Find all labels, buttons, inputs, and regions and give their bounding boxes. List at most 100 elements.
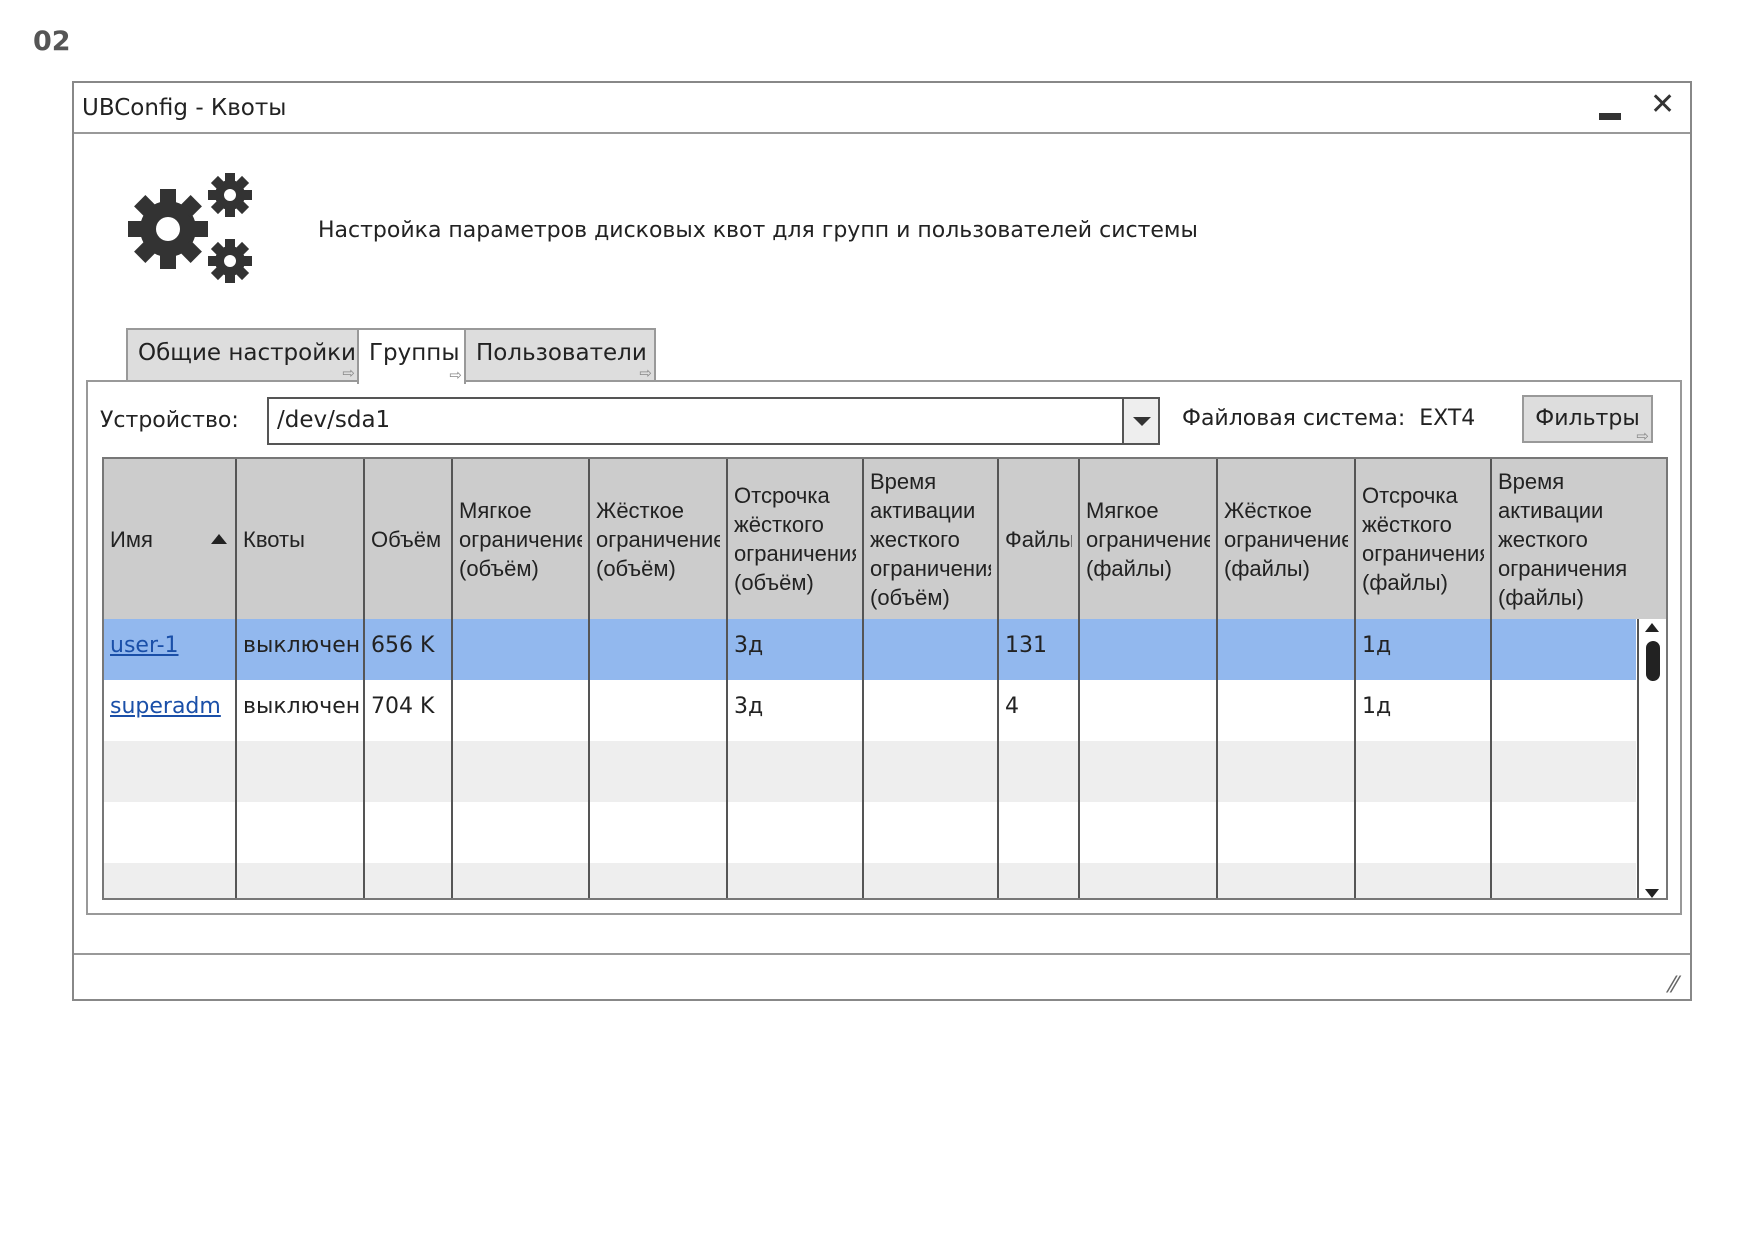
table-row[interactable]: user-1 выключен 656 K 3д 131 1д — [104, 619, 1636, 680]
table-cell — [590, 802, 728, 863]
table-cell: 1д — [1356, 680, 1492, 741]
table-row[interactable] — [104, 863, 1636, 898]
column-header[interactable]: Объём — [365, 459, 453, 619]
table-cell — [237, 741, 365, 802]
tab-general-settings[interactable]: Общие настройки ⇨ — [126, 328, 359, 382]
tab-groups[interactable]: Группы ⇨ — [357, 328, 466, 384]
table-cell — [453, 741, 590, 802]
arrow-icon: ⇨ — [449, 366, 462, 384]
table-row[interactable]: superadm выключен 704 K 3д 4 1д — [104, 680, 1636, 741]
table-cell: 656 K — [365, 619, 453, 680]
column-header[interactable]: Мягкое ограничение (файлы) — [1080, 459, 1218, 619]
table-cell — [590, 741, 728, 802]
column-header-label: Жёсткое ограничение (объём) — [596, 497, 720, 581]
sort-ascending-icon[interactable] — [211, 534, 227, 544]
title-bar: UBConfig - Квоты ✕ — [74, 83, 1690, 134]
column-header[interactable]: Квоты — [237, 459, 365, 619]
header-description: Настройка параметров дисковых квот для г… — [318, 218, 1198, 243]
cell-value: 4 — [1005, 694, 1019, 719]
tab-label: Общие настройки — [138, 340, 356, 366]
table-cell — [1218, 619, 1356, 680]
cell-value: 3д — [734, 694, 764, 719]
table-cell — [590, 619, 728, 680]
minimize-icon[interactable] — [1599, 113, 1621, 120]
table-cell — [453, 863, 590, 898]
table-cell — [365, 802, 453, 863]
table-cell: выключен — [237, 680, 365, 741]
tab-panel: Устройство: /dev/sda1 Файловая система: … — [86, 380, 1682, 915]
column-header[interactable]: Файлы — [999, 459, 1080, 619]
column-header-label: Квоты — [243, 526, 305, 552]
column-header-label: Мягкое ограничение (объём) — [459, 497, 582, 581]
table-cell: 3д — [728, 619, 864, 680]
table-cell — [1218, 863, 1356, 898]
table-cell: 704 K — [365, 680, 453, 741]
tab-users[interactable]: Пользователи ⇨ — [464, 328, 656, 382]
device-select[interactable]: /dev/sda1 — [267, 397, 1160, 445]
gears-icon — [126, 171, 258, 293]
cell-value: выключен — [243, 694, 361, 719]
table-cell — [999, 741, 1080, 802]
table-cell: выключен — [237, 619, 365, 680]
column-header[interactable]: Жёсткое ограничение (объём) — [590, 459, 728, 619]
cell-value: 131 — [1005, 633, 1047, 658]
name-link[interactable]: user-1 — [110, 633, 179, 658]
table-cell — [728, 741, 864, 802]
column-header[interactable]: Мягкое ограничение (объём) — [453, 459, 590, 619]
arrow-icon: ⇨ — [342, 364, 355, 382]
filesystem-label: Файловая система: — [1182, 406, 1406, 431]
cell-value: 3д — [734, 633, 764, 658]
table-row[interactable] — [104, 802, 1636, 863]
table-cell: 4 — [999, 680, 1080, 741]
column-header-label: Время активации жесткого ограничения (фа… — [1498, 468, 1628, 610]
column-header-label: Мягкое ограничение (файлы) — [1086, 497, 1210, 581]
column-header[interactable]: Имя — [104, 459, 237, 619]
column-header-label: Жёсткое ограничение (файлы) — [1224, 497, 1348, 581]
table-cell — [1080, 680, 1218, 741]
column-header[interactable]: Отсрочка жёсткого ограничения (файлы) — [1356, 459, 1492, 619]
status-bar-divider — [74, 953, 1690, 955]
cell-value: 1д — [1362, 694, 1392, 719]
table-cell — [365, 863, 453, 898]
table-cell: 1д — [1356, 619, 1492, 680]
column-header-label: Файлы — [1005, 526, 1072, 552]
table-cell — [104, 863, 237, 898]
vertical-scrollbar[interactable] — [1637, 619, 1666, 898]
column-header[interactable]: Жёсткое ограничение (файлы) — [1218, 459, 1356, 619]
table-row[interactable] — [104, 741, 1636, 802]
table-cell — [365, 741, 453, 802]
table-cell — [999, 802, 1080, 863]
table-cell — [999, 863, 1080, 898]
table-cell — [1080, 863, 1218, 898]
table-cell — [1492, 863, 1636, 898]
table-cell — [1492, 680, 1636, 741]
cell-value: выключен — [243, 633, 361, 658]
table-cell — [1356, 741, 1492, 802]
tab-label: Группы — [369, 340, 460, 366]
scroll-down-icon[interactable] — [1645, 889, 1659, 898]
table-cell — [453, 680, 590, 741]
filters-button[interactable]: Фильтры ⇨ — [1522, 395, 1653, 445]
table-cell — [864, 619, 999, 680]
scroll-up-icon[interactable] — [1645, 623, 1659, 632]
resize-grip-icon[interactable]: ⁄⁄ — [1670, 973, 1678, 998]
device-label: Устройство: — [100, 408, 239, 433]
table-cell: user-1 — [104, 619, 237, 680]
column-header[interactable]: Отсрочка жёсткого ограничения (объём) — [728, 459, 864, 619]
table-cell — [237, 863, 365, 898]
table-cell — [1080, 802, 1218, 863]
name-link[interactable]: superadm — [110, 694, 221, 719]
device-value: /dev/sda1 — [277, 407, 391, 433]
table-cell: superadm — [104, 680, 237, 741]
filesystem-info: Файловая система: EXT4 — [1182, 406, 1475, 431]
table-cell — [1218, 680, 1356, 741]
table-cell: 3д — [728, 680, 864, 741]
table-cell — [590, 863, 728, 898]
scrollbar-thumb[interactable] — [1646, 641, 1660, 681]
table-cell — [104, 802, 237, 863]
filesystem-value: EXT4 — [1419, 406, 1476, 431]
close-icon[interactable]: ✕ — [1650, 87, 1676, 122]
chevron-down-icon[interactable] — [1122, 399, 1158, 443]
column-header[interactable]: Время активации жесткого ограничения (об… — [864, 459, 999, 619]
column-header[interactable]: Время активации жесткого ограничения (фа… — [1492, 459, 1666, 619]
